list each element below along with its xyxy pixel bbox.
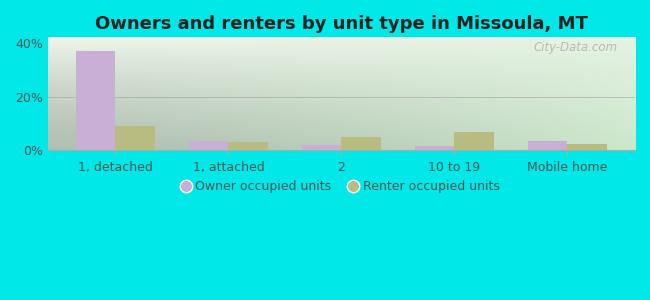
Bar [116, 126, 155, 150]
Title: Owners and renters by unit type in Missoula, MT: Owners and renters by unit type in Misso… [95, 15, 588, 33]
Bar [341, 137, 381, 150]
Bar [454, 131, 494, 150]
Bar [415, 146, 454, 150]
Bar [302, 145, 341, 150]
Bar [228, 142, 268, 150]
Bar [528, 141, 567, 150]
Bar [76, 51, 116, 150]
Text: City-Data.com: City-Data.com [533, 41, 618, 54]
Bar [189, 141, 228, 150]
Bar [567, 144, 606, 150]
Legend: Owner occupied units, Renter occupied units: Owner occupied units, Renter occupied un… [178, 176, 505, 198]
